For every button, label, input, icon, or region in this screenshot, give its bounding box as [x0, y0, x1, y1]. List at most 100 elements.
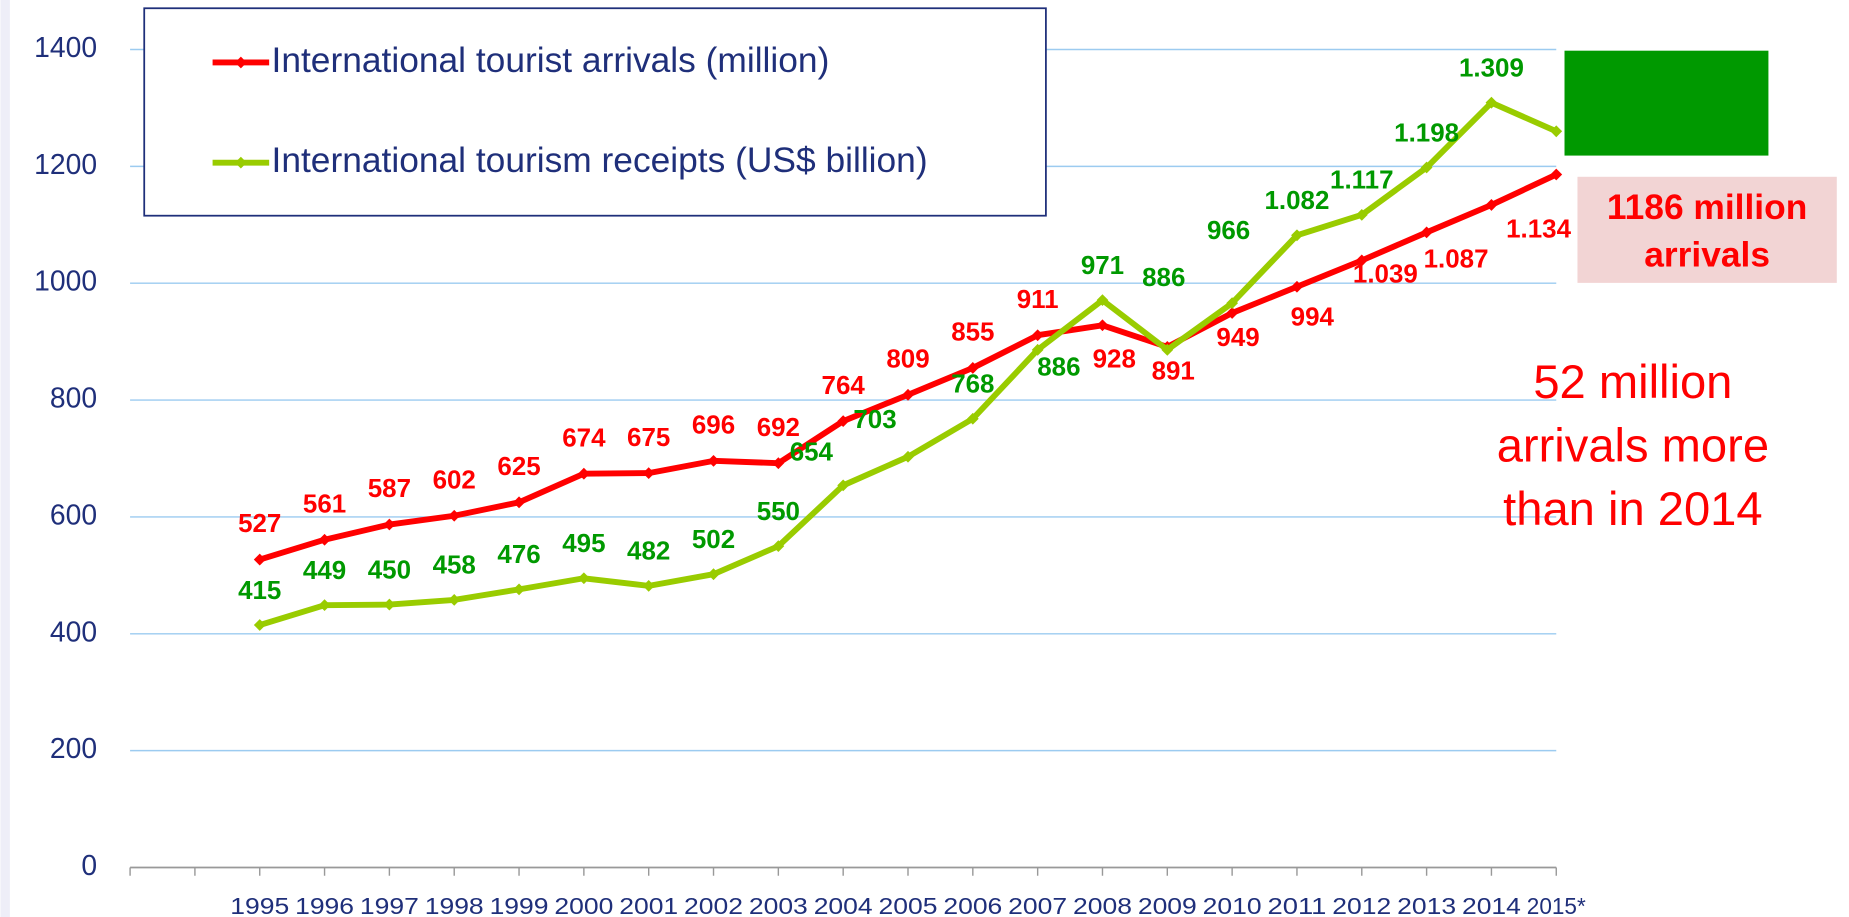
data-label: 692: [757, 414, 800, 442]
data-label: 495: [562, 530, 605, 558]
data-label: 971: [1081, 252, 1124, 280]
point-marker: [772, 457, 785, 470]
annotation: than in 2014: [1503, 482, 1762, 535]
x-tick-label: 2014: [1462, 893, 1521, 917]
x-tick-label: 2011: [1267, 893, 1326, 917]
point-marker: [772, 540, 785, 553]
x-tick-label: 1997: [360, 893, 419, 917]
x-tick-label: 2004: [814, 893, 873, 917]
legend: International tourist arrivals (million)…: [143, 7, 1047, 217]
data-label: 764: [822, 372, 866, 400]
data-label: 886: [1142, 264, 1185, 292]
point-marker: [577, 572, 590, 585]
annotation: arrivals: [1644, 235, 1770, 274]
data-label: 550: [757, 498, 800, 526]
data-label: 602: [433, 466, 476, 494]
legend-label: International tourist arrivals (million): [272, 41, 830, 80]
data-label: 1.117: [1330, 167, 1393, 195]
point-marker: [513, 583, 525, 596]
point-marker: [383, 518, 396, 531]
data-label: 1.309: [1459, 55, 1524, 83]
point-marker: [642, 467, 655, 480]
data-label: 415: [238, 577, 281, 605]
x-tick-label: 1998: [425, 893, 484, 917]
annotation: 1186 million: [1607, 188, 1807, 227]
point-marker: [966, 362, 979, 374]
data-label: 966: [1207, 217, 1250, 245]
data-label: 674: [562, 424, 606, 452]
data-label: 1.198: [1394, 119, 1459, 147]
point-marker: [1096, 319, 1109, 332]
data-label: 1.082: [1265, 187, 1330, 215]
data-label: 502: [692, 526, 735, 554]
legend-marker: [234, 56, 247, 69]
data-label: 928: [1093, 345, 1136, 373]
y-tick-label: 1400: [34, 31, 97, 63]
point-marker: [577, 467, 590, 480]
x-tick-label: 2010: [1203, 893, 1262, 917]
data-label: 696: [692, 411, 735, 439]
y-tick-label: 600: [50, 498, 97, 530]
data-label: 768: [951, 371, 994, 399]
x-tick-label: 2015*: [1527, 893, 1586, 917]
y-tick-label: 0: [81, 849, 97, 881]
data-label: 654: [790, 438, 834, 466]
data-label: 911: [1017, 286, 1059, 314]
data-label: 886: [1037, 354, 1080, 382]
x-tick-label: 2005: [879, 893, 938, 917]
annotation: 52 million: [1533, 355, 1732, 408]
data-label: 994: [1291, 303, 1335, 331]
data-label: 703: [853, 406, 896, 434]
data-label: 949: [1216, 324, 1259, 352]
point-marker: [1550, 168, 1563, 181]
point-marker: [707, 454, 720, 467]
y-tick-label: 800: [50, 382, 97, 414]
data-label: 1.039: [1353, 261, 1418, 289]
highlight-box: [1564, 50, 1769, 156]
data-label: 449: [303, 557, 346, 585]
x-tick-label: 1996: [295, 893, 354, 917]
data-label: 561: [303, 490, 346, 518]
x-tick-label: 2001: [619, 893, 678, 917]
data-label: 891: [1152, 358, 1195, 386]
data-label: 675: [627, 424, 670, 452]
point-marker: [513, 496, 525, 509]
legend-label: International tourism receipts (US$ bill…: [272, 141, 928, 180]
data-label: 458: [433, 552, 476, 580]
point-marker: [707, 568, 720, 581]
point-marker: [642, 579, 655, 592]
point-marker: [902, 388, 914, 401]
x-tick-label: 1999: [490, 893, 549, 917]
x-tick-label: 2008: [1073, 893, 1132, 917]
point-marker: [1291, 280, 1303, 293]
point-marker: [902, 450, 914, 463]
point-marker: [837, 479, 850, 492]
data-label: 809: [886, 345, 929, 373]
data-label: 625: [497, 453, 540, 481]
point-marker: [1096, 294, 1109, 307]
y-tick-label: 200: [50, 732, 97, 764]
x-tick-label: 2006: [943, 893, 1002, 917]
annotation-box: [1577, 176, 1837, 283]
data-label: 476: [497, 541, 540, 569]
point-marker: [966, 412, 979, 425]
x-tick-label: 2002: [684, 893, 743, 917]
legend-box: [143, 7, 1047, 217]
point-marker: [448, 594, 461, 606]
point-marker: [1226, 307, 1239, 319]
x-tick-label: 2012: [1332, 893, 1391, 917]
y-tick-label: 1000: [34, 265, 97, 297]
point-marker: [1550, 125, 1563, 138]
x-tick-label: 2007: [1008, 893, 1067, 917]
left-strip: [0, 0, 10, 917]
x-tick-label: 2009: [1138, 893, 1197, 917]
point-marker: [448, 509, 461, 522]
y-tick-label: 400: [50, 615, 97, 647]
point-marker: [1485, 96, 1498, 109]
data-label: 1.134: [1506, 216, 1571, 244]
data-label: 450: [368, 556, 411, 584]
data-label: 482: [627, 538, 670, 566]
x-tick-label: 2000: [554, 893, 613, 917]
